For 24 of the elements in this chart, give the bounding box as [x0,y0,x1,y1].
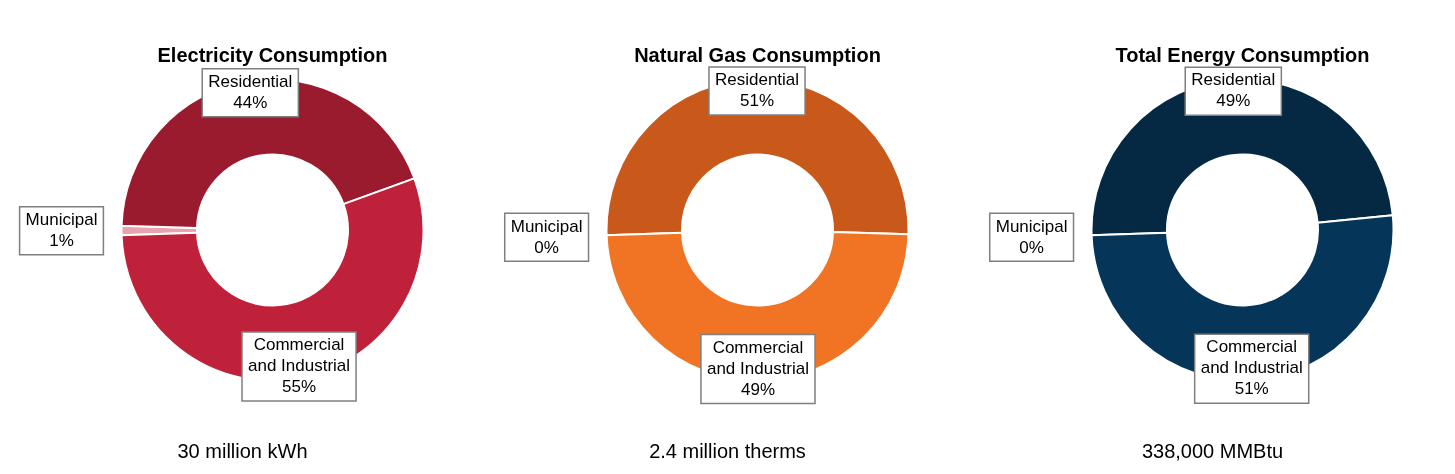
text: 338,000 MMBtu [1140,440,1285,463]
slice-label: Residential [1191,70,1276,90]
slice-label: Residential [714,70,800,90]
slice-label: Commercial and Industrial [247,335,351,376]
chart-title: Total Energy Consumption [1115,43,1370,66]
slice-label: Municipal [25,209,98,229]
data-label: 1% [49,230,74,250]
slice-label: Commercial and Industrial [1200,337,1303,378]
slice-label: Commercial and Industrial [706,337,810,378]
text: 0% [534,237,559,257]
data-label: 55% [282,377,317,397]
slice-label: Residential [208,71,293,91]
chart-title: Natural Gas Consumption [634,43,881,66]
text: 2.4 million therms [648,440,807,463]
data-label: 51% [740,91,775,111]
data-label: 51% [1234,379,1269,399]
text: 30 million kWh [176,440,309,463]
category-label: Municipal [510,216,583,236]
data-label: 49% [1216,91,1251,111]
category-label: Municipal [995,216,1068,236]
data-label: 49% [740,379,775,399]
data-label: 44% [233,92,268,112]
chart-title: Electricity Consumption [157,43,388,66]
text: 0% [1019,237,1044,257]
